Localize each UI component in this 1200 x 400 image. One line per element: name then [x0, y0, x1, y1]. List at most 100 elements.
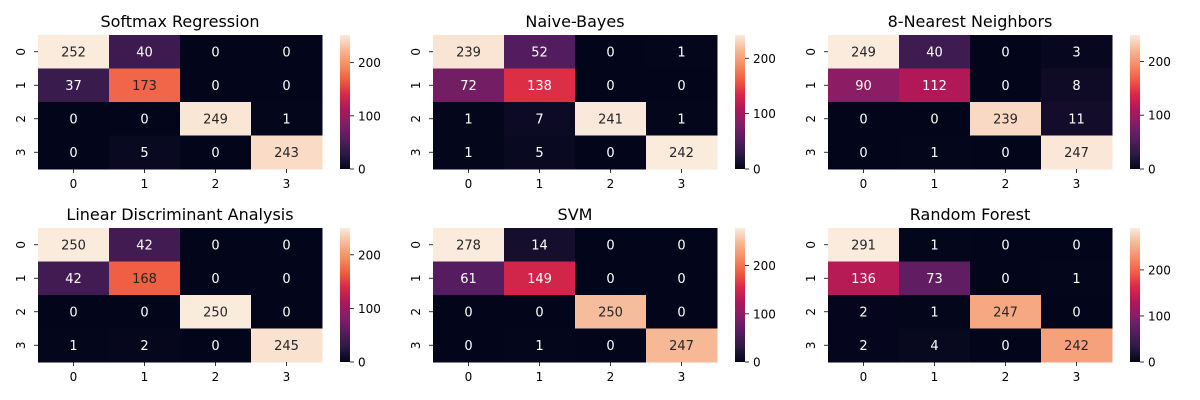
cell-value-label: 0: [606, 146, 614, 161]
cell-value-label: 42: [136, 238, 153, 253]
heatmap-cell: [433, 35, 505, 69]
cell-value-label: 1: [930, 305, 938, 320]
cell-value-label: 0: [606, 79, 614, 94]
cell-value-label: 247: [1064, 146, 1089, 161]
cell-value-label: 0: [69, 305, 77, 320]
cell-value-label: 0: [535, 305, 543, 320]
heatmap-cell: [575, 228, 647, 262]
y-tick-label: 1: [14, 81, 28, 89]
heatmap-cell: [899, 261, 971, 296]
cell-value-label: 0: [140, 305, 148, 320]
cell-value-label: 0: [211, 339, 219, 354]
heatmap-cell: [828, 35, 900, 69]
x-tick-label: 3: [678, 177, 686, 191]
colorbar: [735, 228, 745, 362]
x-tick-label: 0: [465, 370, 473, 384]
heatmap-cell: [899, 35, 971, 69]
cell-value-label: 0: [1001, 45, 1009, 60]
cell-value-label: 0: [211, 79, 219, 94]
heatmap-cell: [970, 261, 1042, 296]
heatmap-cell: [575, 68, 647, 103]
heatmap-cell: [251, 35, 323, 69]
y-tick-label: 1: [804, 274, 818, 282]
cell-value-label: 0: [211, 238, 219, 253]
heatmap-cell: [504, 102, 576, 136]
cell-value-label: 40: [136, 45, 153, 60]
heatmap-cell: [1041, 35, 1113, 69]
heatmap-cell: [504, 135, 576, 170]
heatmap-cell: [504, 35, 576, 69]
colorbar-tick-label: 200: [358, 56, 381, 70]
cell-value-label: 1: [69, 339, 77, 354]
colorbar-tick-label: 100: [1148, 109, 1171, 123]
y-tick-label: 1: [409, 274, 423, 282]
cell-value-label: 0: [1001, 146, 1009, 161]
x-tick-label: 2: [607, 177, 615, 191]
heatmap-cell: [109, 228, 181, 262]
y-tick-label: 1: [14, 274, 28, 282]
cell-value-label: 52: [531, 45, 548, 60]
heatmap-cell: [646, 228, 718, 262]
heatmap-cell: [433, 261, 505, 296]
x-tick-label: 0: [860, 177, 868, 191]
heatmap-cell: [180, 68, 252, 103]
cell-value-label: 1: [464, 112, 472, 127]
y-tick-label: 2: [409, 115, 423, 123]
cell-value-label: 1: [464, 146, 472, 161]
cell-value-label: 1: [677, 112, 685, 127]
cell-value-label: 0: [282, 45, 290, 60]
heatmap-cell: [828, 135, 900, 170]
y-tick-label: 3: [14, 341, 28, 349]
heatmap-cell: [180, 102, 252, 136]
heatmap-cell: [899, 228, 971, 262]
colorbar: [340, 35, 350, 169]
heatmap-cell: [828, 102, 900, 136]
heatmap-cell: [575, 261, 647, 296]
cell-value-label: 243: [274, 146, 299, 161]
cell-value-label: 0: [1001, 339, 1009, 354]
cell-value-label: 2: [859, 339, 867, 354]
colorbar-tick-label: 100: [1148, 309, 1171, 323]
y-tick-label: 1: [409, 81, 423, 89]
colorbar-tick-label: 200: [753, 259, 776, 273]
y-tick-label: 2: [14, 308, 28, 316]
cell-value-label: 1: [677, 45, 685, 60]
heatmap-cell: [433, 328, 505, 363]
heatmap-cell: [251, 135, 323, 170]
heatmap-cell: [646, 261, 718, 296]
y-tick-label: 0: [409, 241, 423, 249]
heatmap-cell: [575, 328, 647, 363]
heatmap-panel-4: Linear Discriminant Analysis 250 42 0 0 42 168…: [14, 205, 381, 384]
cell-value-label: 0: [606, 339, 614, 354]
cell-value-label: 0: [211, 146, 219, 161]
heatmap-cell: [970, 102, 1042, 136]
colorbar-tick-label: 200: [1148, 55, 1171, 69]
heatmap-panel-5: SVM 278 14 0 0 61 149 0 0 0 0 250 0 0 1 0 247 0 1 2 3 0 1 2 3 0 10…: [409, 205, 776, 384]
heatmap-cell: [38, 295, 110, 329]
x-tick-label: 0: [70, 370, 78, 384]
cell-value-label: 0: [69, 146, 77, 161]
colorbar-tick-label: 200: [753, 52, 776, 66]
cell-value-label: 0: [859, 112, 867, 127]
y-tick-label: 2: [409, 308, 423, 316]
heatmap-cell: [38, 135, 110, 170]
cell-value-label: 0: [1072, 238, 1080, 253]
cell-value-label: 1: [930, 238, 938, 253]
cell-value-label: 42: [65, 272, 82, 287]
heatmap-cell: [646, 328, 718, 363]
colorbar-tick-label: 100: [753, 307, 776, 321]
heatmap-cell: [828, 68, 900, 103]
heatmap-cell: [109, 295, 181, 329]
colorbar-tick-label: 100: [358, 109, 381, 123]
cell-value-label: 168: [132, 272, 157, 287]
cell-value-label: 149: [527, 272, 552, 287]
heatmap-cell: [504, 68, 576, 103]
y-tick-label: 3: [804, 148, 818, 156]
cell-value-label: 138: [527, 79, 552, 94]
x-tick-label: 3: [678, 370, 686, 384]
cell-value-label: 0: [282, 272, 290, 287]
heatmap-cell: [575, 102, 647, 136]
x-tick-label: 3: [1073, 177, 1081, 191]
cell-value-label: 0: [464, 305, 472, 320]
colorbar-tick-label: 100: [753, 107, 776, 121]
